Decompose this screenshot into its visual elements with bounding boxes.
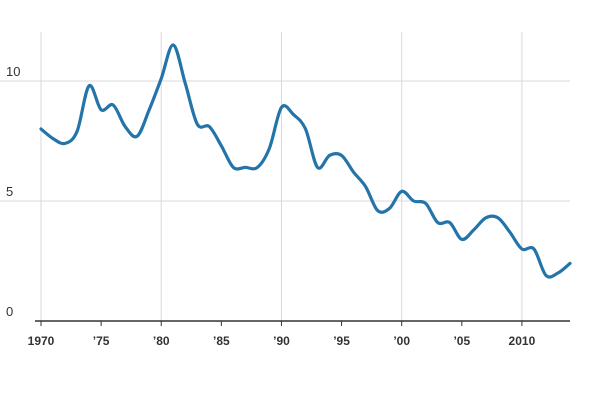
series-layer bbox=[39, 43, 572, 279]
x-tick-label: ’00 bbox=[393, 334, 410, 348]
y-tick-label: 0 bbox=[6, 304, 13, 319]
x-tick-label: ’80 bbox=[153, 334, 170, 348]
axis-layer: 0 5 10 1970 ’75 ’80 ’85 ’90 ’95 ’00 ’05 2010 bbox=[6, 64, 570, 348]
x-tick-label: ’95 bbox=[333, 334, 350, 348]
y-tick-label: 5 bbox=[6, 184, 13, 199]
x-tick-label: 2010 bbox=[509, 334, 536, 348]
x-tick-label: 1970 bbox=[28, 334, 55, 348]
y-tick-label: 10 bbox=[6, 64, 20, 79]
x-tick-label: ’90 bbox=[273, 334, 290, 348]
series-line-0 bbox=[39, 43, 572, 279]
x-tick-label: ’75 bbox=[93, 334, 110, 348]
x-tick-label: ’85 bbox=[213, 334, 230, 348]
x-tick-label: ’05 bbox=[453, 334, 470, 348]
grid-layer bbox=[0, 32, 570, 321]
